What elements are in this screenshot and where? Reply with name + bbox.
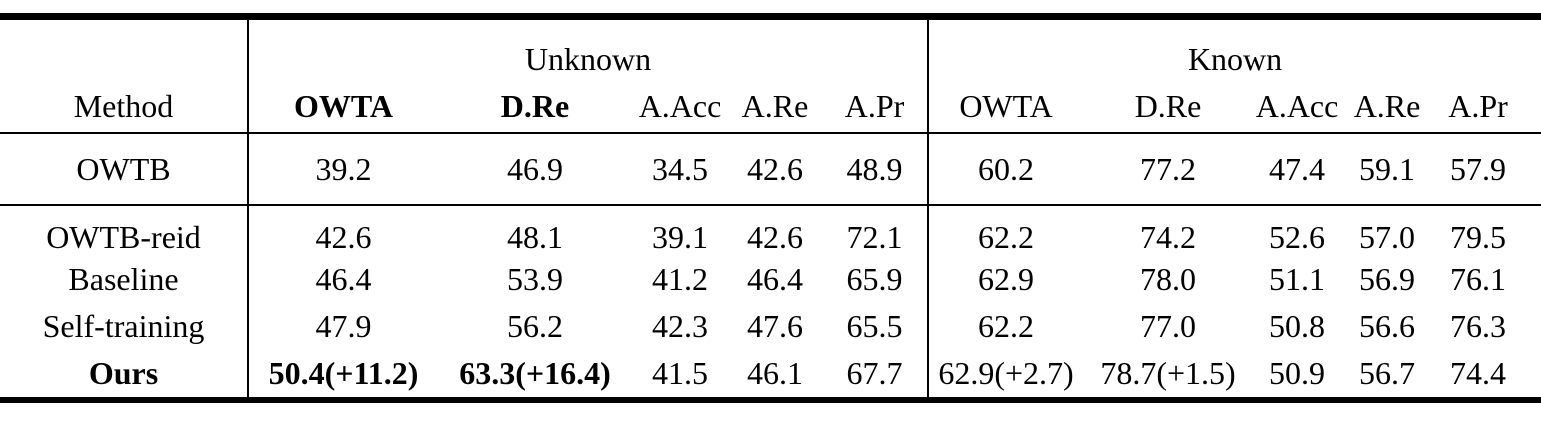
col-header-known-aacc: A.Acc: [1253, 80, 1342, 134]
data-cell: 50.9: [1269, 355, 1326, 391]
data-cell: 47.6: [747, 308, 803, 344]
col-header-method: Method: [0, 80, 248, 134]
data-cell: 79.5: [1450, 219, 1507, 255]
data-cell: 56.2: [507, 308, 563, 344]
paper-table-figure: Unknown Known Method OWTA D.Re A.Acc A.R…: [0, 13, 1541, 403]
data-cell: 74.2: [1140, 219, 1197, 255]
group-header-spacer: [0, 17, 248, 81]
data-cell: 63.3(+16.4): [459, 355, 611, 391]
data-cell: 42.6: [247, 205, 438, 256]
col-header-unknown-are: A.Re: [728, 80, 822, 134]
data-cell: 56.6: [1359, 308, 1416, 344]
data-cell: 77.0: [1140, 308, 1197, 344]
data-cell: 42.6: [747, 219, 803, 255]
method-cell: OWTB: [0, 133, 248, 206]
data-cell: 65.9: [846, 261, 903, 297]
data-cell: 50.4(+11.2): [247, 350, 438, 400]
data-cell: 56.9: [1359, 261, 1416, 297]
col-header-unknown-aacc: A.Acc: [632, 80, 728, 134]
col-header-known-are: A.Re: [1341, 80, 1434, 134]
data-cell: 47.4: [1253, 133, 1342, 206]
data-cell: 74.4: [1450, 355, 1507, 391]
col-header-unknown-owta: OWTA: [247, 80, 438, 134]
data-cell: 42.3: [652, 308, 708, 344]
method-cell: Ours: [88, 355, 159, 391]
data-cell: 56.7: [1359, 355, 1416, 391]
table-row: Self-training 47.9 56.2 42.3 47.6 65.5 6…: [0, 303, 1541, 350]
data-cell: 46.9: [438, 133, 632, 206]
data-cell: 53.9: [507, 261, 563, 297]
method-cell: OWTB-reid: [46, 219, 201, 255]
data-cell: 76.1: [1450, 261, 1507, 297]
data-cell: 41.2: [652, 261, 708, 297]
table-row: Baseline 46.4 53.9 41.2 46.4 65.9 62.9 7…: [0, 256, 1541, 303]
data-cell: 72.1: [846, 219, 903, 255]
data-cell: 46.1: [747, 355, 803, 391]
data-cell: 77.2: [1083, 133, 1254, 206]
table-row: OWTB-reid 42.6 48.1 39.1 42.6 72.1 62.2 …: [0, 205, 1541, 256]
data-cell: 52.6: [1269, 219, 1326, 255]
data-cell: 76.3: [1450, 308, 1507, 344]
data-cell: 34.5: [632, 133, 728, 206]
data-cell: 59.1: [1341, 133, 1434, 206]
col-header-unknown-dre: D.Re: [438, 80, 632, 134]
data-cell: 39.1: [652, 219, 708, 255]
data-cell: 65.5: [846, 308, 903, 344]
table-row-ours: Ours 50.4(+11.2) 63.3(+16.4) 41.5 46.1 6…: [0, 350, 1541, 400]
data-cell: 67.7: [846, 355, 903, 391]
data-cell: 42.6: [728, 133, 822, 206]
group-header-row: Unknown Known: [0, 16, 1541, 81]
col-header-known-apr: A.Pr: [1433, 80, 1541, 134]
data-cell: 50.8: [1269, 308, 1326, 344]
data-cell: 46.4: [247, 256, 438, 303]
column-header-row: Method OWTA D.Re A.Acc A.Re A.Pr OWTA D.…: [0, 80, 1541, 134]
data-cell: 60.2: [927, 133, 1084, 206]
col-header-known-owta: OWTA: [927, 80, 1084, 134]
data-cell: 41.5: [652, 355, 708, 391]
data-cell: 47.9: [247, 303, 438, 350]
table-row: OWTB 39.2 46.9 34.5 42.6 48.9 60.2 77.2 …: [0, 133, 1541, 206]
data-cell: 62.9(+2.7): [927, 350, 1084, 400]
data-cell: 78.7(+1.5): [1100, 355, 1236, 391]
data-cell: 62.9: [927, 256, 1084, 303]
data-cell: 62.2: [927, 205, 1084, 256]
data-cell: 48.9: [822, 133, 929, 206]
col-header-known-dre: D.Re: [1083, 80, 1254, 134]
data-cell: 78.0: [1140, 261, 1197, 297]
data-cell: 48.1: [507, 219, 563, 255]
col-header-unknown-apr: A.Pr: [822, 80, 929, 134]
data-cell: 39.2: [247, 133, 438, 206]
group-header-known: Known: [927, 16, 1541, 80]
data-cell: 57.0: [1359, 219, 1416, 255]
group-header-unknown: Unknown: [246, 16, 929, 80]
method-cell: Baseline: [68, 261, 179, 297]
data-cell: 51.1: [1269, 261, 1326, 297]
data-cell: 57.9: [1433, 133, 1541, 206]
results-table: Unknown Known Method OWTA D.Re A.Acc A.R…: [0, 13, 1541, 403]
data-cell: 62.2: [927, 303, 1084, 350]
method-cell: Self-training: [42, 308, 205, 344]
data-cell: 46.4: [747, 261, 803, 297]
